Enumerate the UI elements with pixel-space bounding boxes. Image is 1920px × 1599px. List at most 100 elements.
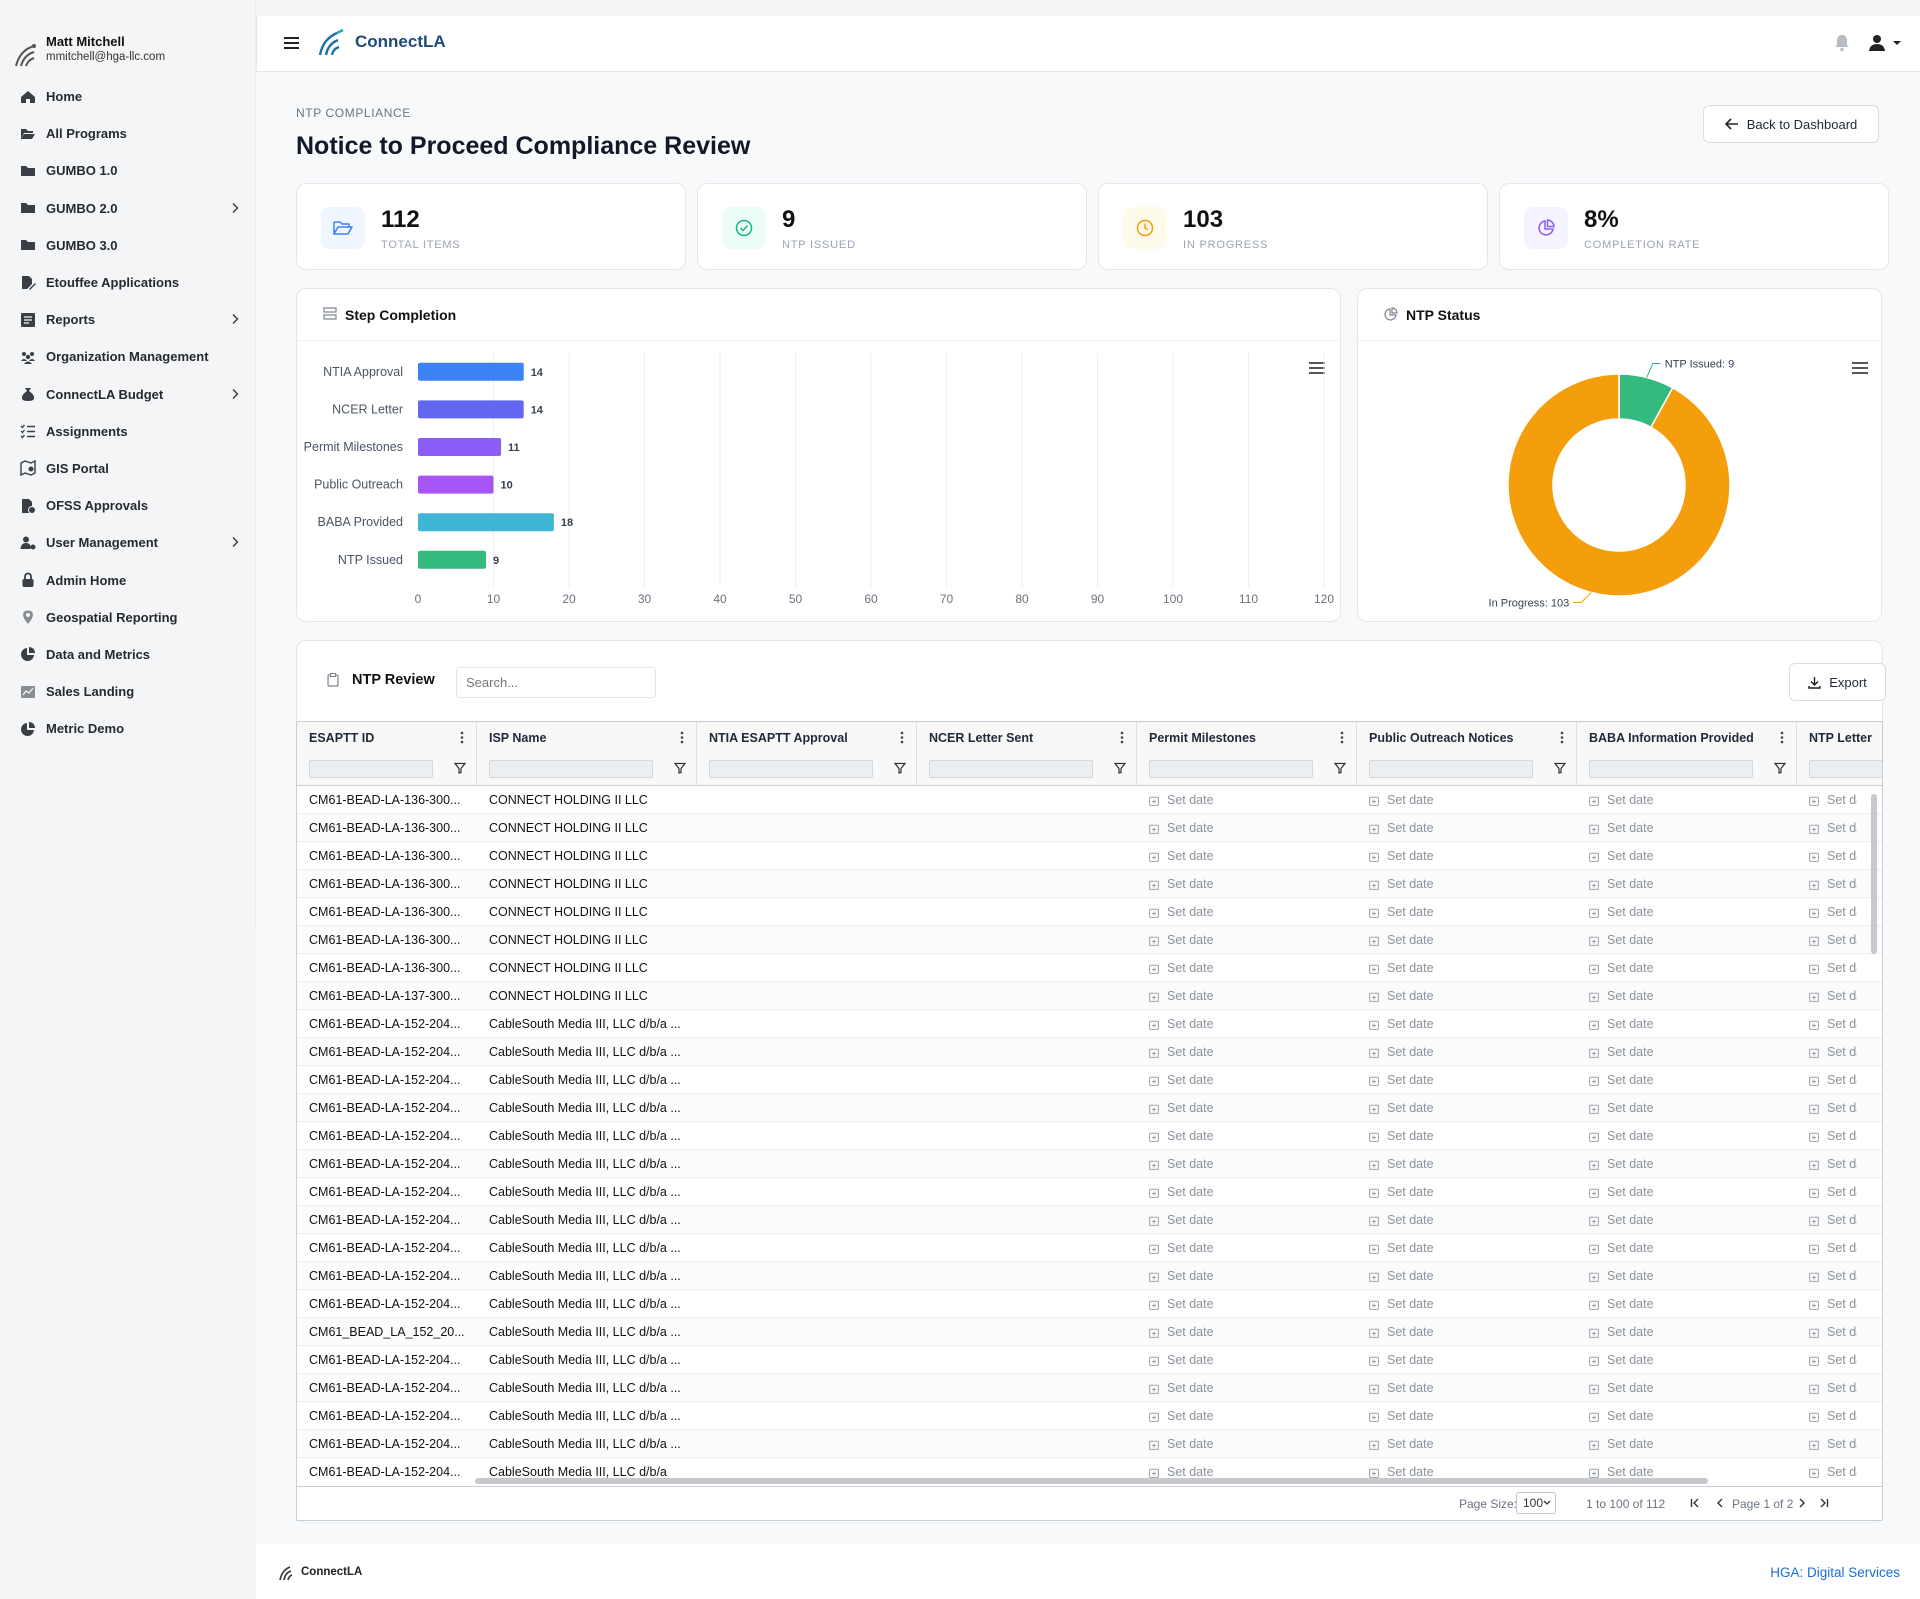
set-date-button[interactable]: Set date <box>1809 1458 1857 1478</box>
set-date-button[interactable]: Set date <box>1589 1290 1789 1318</box>
column-header-ntp-letter[interactable]: NTP Letter <box>1797 722 1882 786</box>
table-row[interactable]: CM61-BEAD-LA-152-204... CableSouth Media … <box>297 1010 1882 1038</box>
set-date-button[interactable]: Set date <box>1369 814 1569 842</box>
page-size-select[interactable]: 100 <box>1516 1492 1556 1514</box>
table-row[interactable]: CM61-BEAD-LA-152-204... CableSouth Media … <box>297 1094 1882 1122</box>
set-date-button[interactable]: Set date <box>1149 1094 1349 1122</box>
set-date-button[interactable]: Set date <box>1149 814 1349 842</box>
table-row[interactable]: CM61-BEAD-LA-136-300... CONNECT HOLDING I… <box>297 814 1882 842</box>
set-date-button[interactable]: Set date <box>1589 814 1789 842</box>
footer-credit-link[interactable]: HGA: Digital Services <box>1770 1565 1900 1580</box>
sidebar-item-geospatial-reporting[interactable]: Geospatial Reporting <box>0 599 256 636</box>
chevron-right-icon[interactable] <box>229 388 241 400</box>
set-date-button[interactable]: Set date <box>1149 1430 1349 1458</box>
set-date-button[interactable]: Set date <box>1369 982 1569 1010</box>
chevron-right-icon[interactable] <box>229 536 241 548</box>
set-date-button[interactable]: Set date <box>1149 1374 1349 1402</box>
set-date-button[interactable]: Set date <box>1149 1010 1349 1038</box>
column-header-isp-name[interactable]: ISP Name <box>477 722 697 786</box>
column-filter-input[interactable] <box>1149 760 1313 778</box>
table-row[interactable]: CM61-BEAD-LA-152-204... CableSouth Media … <box>297 1150 1882 1178</box>
brand-logo[interactable]: ConnectLA <box>317 26 446 58</box>
filter-icon[interactable] <box>1554 762 1566 774</box>
sidebar-item-gis-portal[interactable]: GIS Portal <box>0 450 256 487</box>
set-date-button[interactable]: Set date <box>1149 1038 1349 1066</box>
export-button[interactable]: Export <box>1789 663 1886 701</box>
vertical-scrollbar[interactable] <box>1871 794 1877 954</box>
table-row[interactable]: CM61-BEAD-LA-152-204... CableSouth Media … <box>297 1178 1882 1206</box>
set-date-button[interactable]: Set date <box>1149 1178 1349 1206</box>
column-menu-icon[interactable] <box>1560 731 1564 744</box>
horizontal-scrollbar[interactable] <box>475 1478 1708 1484</box>
table-row[interactable]: CM61_BEAD_LA_152_20... CableSouth Media I… <box>297 1318 1882 1346</box>
column-header-baba-information-provided[interactable]: BABA Information Provided <box>1577 722 1797 786</box>
set-date-button[interactable]: Set date <box>1589 954 1789 982</box>
sidebar-item-organization-management[interactable]: Organization Management <box>0 338 256 375</box>
set-date-button[interactable]: Set date <box>1809 1038 1857 1066</box>
set-date-button[interactable]: Set date <box>1369 1262 1569 1290</box>
set-date-button[interactable]: Set date <box>1369 786 1569 814</box>
hamburger-menu-icon[interactable] <box>283 34 301 52</box>
column-filter-input[interactable] <box>929 760 1093 778</box>
set-date-button[interactable]: Set date <box>1149 898 1349 926</box>
set-date-button[interactable]: Set date <box>1589 1066 1789 1094</box>
sidebar-item-metric-demo[interactable]: Metric Demo <box>0 710 256 747</box>
set-date-button[interactable]: Set date <box>1809 982 1857 1010</box>
filter-icon[interactable] <box>1774 762 1786 774</box>
set-date-button[interactable]: Set date <box>1369 1178 1569 1206</box>
filter-icon[interactable] <box>674 762 686 774</box>
table-row[interactable]: CM61-BEAD-LA-152-204... CableSouth Media … <box>297 1206 1882 1234</box>
column-menu-icon[interactable] <box>1120 731 1124 744</box>
column-menu-icon[interactable] <box>460 731 464 744</box>
set-date-button[interactable]: Set date <box>1589 1206 1789 1234</box>
set-date-button[interactable]: Set date <box>1809 1402 1857 1430</box>
column-filter-input[interactable] <box>489 760 653 778</box>
table-row[interactable]: CM61-BEAD-LA-136-300... CONNECT HOLDING I… <box>297 926 1882 954</box>
sidebar-item-ofss-approvals[interactable]: OFSS Approvals <box>0 487 256 524</box>
set-date-button[interactable]: Set date <box>1149 1122 1349 1150</box>
set-date-button[interactable]: Set date <box>1809 1318 1857 1346</box>
set-date-button[interactable]: Set date <box>1809 898 1857 926</box>
set-date-button[interactable]: Set date <box>1149 1318 1349 1346</box>
set-date-button[interactable]: Set date <box>1809 1150 1857 1178</box>
set-date-button[interactable]: Set date <box>1589 1374 1789 1402</box>
table-row[interactable]: CM61-BEAD-LA-152-204... CableSouth Media … <box>297 1234 1882 1262</box>
set-date-button[interactable]: Set date <box>1809 926 1857 954</box>
set-date-button[interactable]: Set date <box>1589 1346 1789 1374</box>
column-filter-input[interactable] <box>709 760 873 778</box>
set-date-button[interactable]: Set date <box>1369 1150 1569 1178</box>
set-date-button[interactable]: Set date <box>1149 954 1349 982</box>
table-row[interactable]: CM61-BEAD-LA-152-204... CableSouth Media … <box>297 1458 1882 1478</box>
table-row[interactable]: CM61-BEAD-LA-136-300... CONNECT HOLDING I… <box>297 954 1882 982</box>
column-filter-input[interactable] <box>1589 760 1753 778</box>
filter-icon[interactable] <box>454 762 466 774</box>
set-date-button[interactable]: Set date <box>1369 926 1569 954</box>
first-page-icon[interactable] <box>1690 1498 1700 1508</box>
set-date-button[interactable]: Set date <box>1369 1122 1569 1150</box>
set-date-button[interactable]: Set date <box>1809 1430 1857 1458</box>
set-date-button[interactable]: Set date <box>1149 1066 1349 1094</box>
sidebar-item-sales-landing[interactable]: Sales Landing <box>0 673 256 710</box>
sidebar-item-gumbo-2-0[interactable]: GUMBO 2.0 <box>0 190 256 227</box>
sidebar-item-assignments[interactable]: Assignments <box>0 413 256 450</box>
set-date-button[interactable]: Set date <box>1369 842 1569 870</box>
sidebar-item-data-and-metrics[interactable]: Data and Metrics <box>0 636 256 673</box>
set-date-button[interactable]: Set date <box>1369 1038 1569 1066</box>
table-row[interactable]: CM61-BEAD-LA-137-300... CONNECT HOLDING I… <box>297 982 1882 1010</box>
set-date-button[interactable]: Set date <box>1589 1262 1789 1290</box>
column-header-ntia-esaptt-approval[interactable]: NTIA ESAPTT Approval <box>697 722 917 786</box>
sidebar-item-user-management[interactable]: User Management <box>0 524 256 561</box>
set-date-button[interactable]: Set date <box>1369 1318 1569 1346</box>
column-header-esaptt-id[interactable]: ESAPTT ID <box>297 722 477 786</box>
sidebar-item-admin-home[interactable]: Admin Home <box>0 561 256 598</box>
set-date-button[interactable]: Set date <box>1369 954 1569 982</box>
set-date-button[interactable]: Set date <box>1589 1430 1789 1458</box>
set-date-button[interactable]: Set date <box>1809 814 1857 842</box>
set-date-button[interactable]: Set date <box>1809 1234 1857 1262</box>
set-date-button[interactable]: Set date <box>1589 1402 1789 1430</box>
column-menu-icon[interactable] <box>680 731 684 744</box>
set-date-button[interactable]: Set date <box>1369 1458 1569 1478</box>
set-date-button[interactable]: Set date <box>1149 1262 1349 1290</box>
account-menu[interactable] <box>1868 33 1902 53</box>
set-date-button[interactable]: Set date <box>1149 1458 1349 1478</box>
